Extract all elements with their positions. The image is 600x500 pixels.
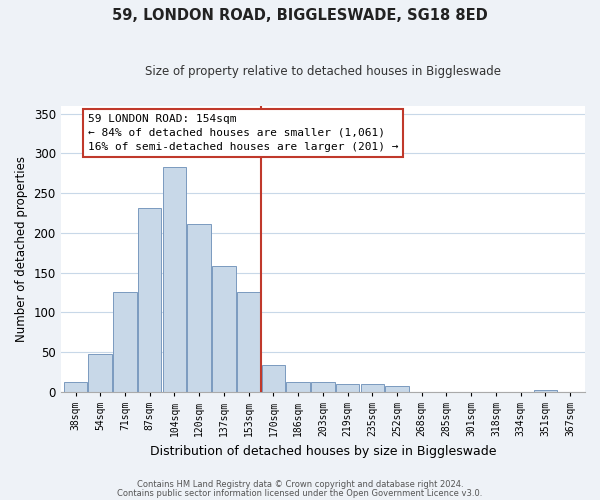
Bar [336,384,359,392]
Bar [262,365,285,392]
Bar [113,292,137,392]
Bar [163,167,186,392]
Bar [533,390,557,392]
Bar [64,382,87,392]
Title: Size of property relative to detached houses in Biggleswade: Size of property relative to detached ho… [145,65,501,78]
Bar [187,224,211,392]
Text: Contains public sector information licensed under the Open Government Licence v3: Contains public sector information licen… [118,488,482,498]
Bar [286,382,310,392]
Bar [311,382,335,392]
Text: Contains HM Land Registry data © Crown copyright and database right 2024.: Contains HM Land Registry data © Crown c… [137,480,463,489]
Text: 59 LONDON ROAD: 154sqm
← 84% of detached houses are smaller (1,061)
16% of semi-: 59 LONDON ROAD: 154sqm ← 84% of detached… [88,114,398,152]
Bar [361,384,384,392]
Bar [88,354,112,392]
Bar [237,292,260,392]
Bar [212,266,236,392]
X-axis label: Distribution of detached houses by size in Biggleswade: Distribution of detached houses by size … [149,444,496,458]
Bar [385,386,409,392]
Text: 59, LONDON ROAD, BIGGLESWADE, SG18 8ED: 59, LONDON ROAD, BIGGLESWADE, SG18 8ED [112,8,488,22]
Bar [138,208,161,392]
Y-axis label: Number of detached properties: Number of detached properties [15,156,28,342]
